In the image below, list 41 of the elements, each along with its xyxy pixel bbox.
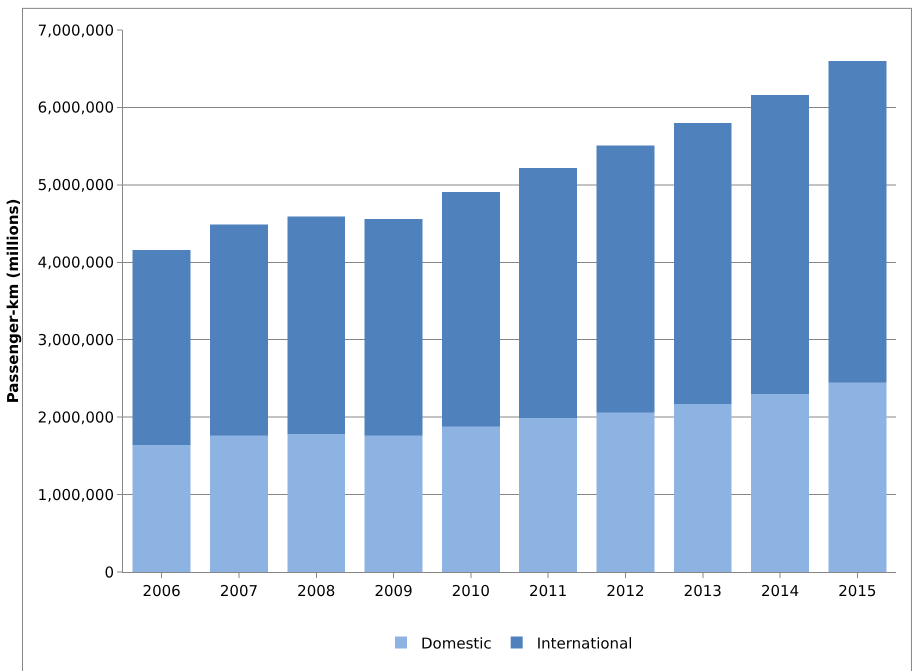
bar (210, 224, 268, 436)
x-tick-label: 2010 (452, 582, 490, 600)
bar (596, 412, 654, 572)
bar (751, 95, 810, 394)
y-tick-label: 2,000,000 (38, 408, 114, 426)
legend-label: Domestic (421, 634, 492, 652)
y-tick-label: 4,000,000 (38, 254, 114, 272)
x-tick-label: 2013 (684, 582, 722, 600)
x-tick-label: 2015 (838, 582, 876, 600)
bar (442, 426, 500, 572)
bar (828, 60, 886, 382)
bar (364, 436, 423, 572)
bar (210, 436, 268, 572)
bar (519, 418, 578, 572)
bar (132, 250, 191, 446)
y-tick-label: 3,000,000 (38, 330, 114, 349)
bar (132, 445, 191, 572)
y-tick-label: 7,000,000 (38, 21, 114, 40)
x-tick-label: 2008 (297, 582, 336, 600)
y-tick-label: 6,000,000 (38, 98, 114, 117)
legend-label: International (536, 634, 632, 652)
bar (751, 394, 810, 572)
bar (674, 122, 732, 404)
bar (596, 145, 654, 412)
y-axis-title: Passenger-km (millions) (4, 198, 22, 404)
bar (364, 218, 423, 436)
x-tick-label: 2007 (220, 582, 258, 600)
bar (287, 216, 346, 434)
x-tick-label: 2009 (374, 582, 413, 600)
y-tick-label: 0 (104, 563, 114, 582)
bar (674, 404, 732, 572)
y-tick-label: 1,000,000 (38, 486, 114, 504)
x-tick-label: 2006 (142, 582, 181, 600)
bar (442, 192, 500, 426)
y-tick-label: 5,000,000 (38, 176, 114, 194)
bar (519, 168, 578, 418)
x-tick-label: 2011 (529, 582, 568, 600)
bar (828, 382, 886, 572)
x-tick-label: 2012 (606, 582, 645, 600)
x-tick-label: 2014 (760, 582, 800, 600)
bar (287, 434, 346, 572)
